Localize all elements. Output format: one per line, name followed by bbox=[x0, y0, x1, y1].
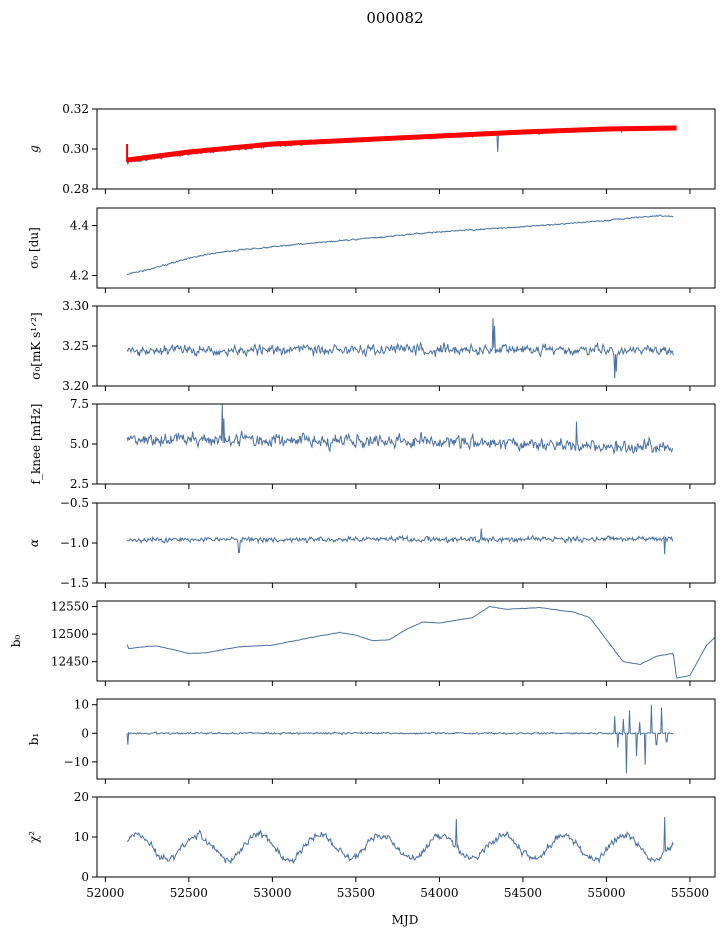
xtick-label-2: 53000 bbox=[253, 886, 291, 900]
panel-frame-g bbox=[96, 108, 716, 190]
ytick-label-fknee-1: 5.0 bbox=[70, 437, 89, 451]
panel-b1: −10 0 10 b₁ bbox=[27, 698, 716, 784]
ytick-label-alpha-2: −0.5 bbox=[60, 496, 89, 510]
series-line-b0 bbox=[126, 606, 715, 679]
ytick-label-b0-1: 12500 bbox=[51, 627, 89, 641]
series-line-sigma0_du bbox=[126, 214, 674, 276]
series-line-g bbox=[126, 126, 674, 166]
ytick-label-alpha-1: −1.0 bbox=[60, 536, 89, 550]
panels: 0.28 0.30 0.32 g 4.2 4.4 σ₀ [du] 3.20 3.25 3.30 σ₀… bbox=[9, 102, 716, 884]
ytick-label-b0-2: 12550 bbox=[51, 600, 89, 614]
ytick-label-b1-2: 10 bbox=[74, 698, 89, 712]
panel-chi2: 0 10 20 χ² bbox=[27, 790, 716, 884]
ylabel-alpha: α bbox=[27, 539, 41, 547]
panel-sigma0_du: 4.2 4.4 σ₀ [du] bbox=[27, 207, 716, 293]
panel-frame-b1 bbox=[96, 698, 716, 780]
series-line-b1 bbox=[126, 704, 674, 774]
panel-frame-sigma0_du bbox=[96, 207, 716, 289]
x-axis-label: MJD bbox=[392, 913, 419, 927]
panel-frame-chi2 bbox=[96, 796, 716, 878]
panel-sigma0_mk: 3.20 3.25 3.30 σ₀[mK s¹ᐟ²] bbox=[29, 299, 716, 393]
ytick-label-fknee-2: 7.5 bbox=[70, 397, 89, 411]
ylabel-fknee: f_knee [mHz] bbox=[29, 404, 43, 485]
ytick-label-sigma0_mk-1: 3.25 bbox=[62, 339, 89, 353]
xtick-label-7: 55500 bbox=[671, 886, 709, 900]
ytick-label-b0-0: 12450 bbox=[51, 655, 89, 669]
figure-title: 000082 bbox=[366, 9, 423, 27]
ytick-label-b1-1: 0 bbox=[81, 726, 89, 740]
ylabel-sigma0_du: σ₀ [du] bbox=[27, 227, 41, 269]
xtick-label-6: 55000 bbox=[587, 886, 625, 900]
panel-g: 0.28 0.30 0.32 g bbox=[27, 102, 716, 196]
ytick-label-sigma0_mk-0: 3.20 bbox=[62, 379, 89, 393]
x-axis: 52000 52500 53000 53500 54000 54500 55000 55500 bbox=[86, 886, 709, 900]
ylabel-b1: b₁ bbox=[27, 733, 41, 746]
series-line-sigma0_mk bbox=[126, 317, 674, 379]
ylabel-sigma0_mk: σ₀[mK s¹ᐟ²] bbox=[29, 312, 43, 379]
xtick-label-0: 52000 bbox=[86, 886, 124, 900]
ytick-label-g-1: 0.30 bbox=[62, 142, 89, 156]
xtick-label-1: 52500 bbox=[170, 886, 208, 900]
ytick-label-g-2: 0.32 bbox=[62, 102, 89, 116]
panel-frame-alpha bbox=[96, 502, 716, 584]
series-line-fknee bbox=[126, 404, 674, 456]
ytick-label-chi2-1: 10 bbox=[74, 830, 89, 844]
ytick-label-b1-0: −10 bbox=[64, 755, 89, 769]
ytick-label-fknee-0: 2.5 bbox=[70, 477, 89, 491]
ytick-label-alpha-0: −1.5 bbox=[60, 576, 89, 590]
panel-frame-b0 bbox=[96, 600, 716, 682]
xtick-label-5: 54500 bbox=[504, 886, 542, 900]
ytick-label-chi2-2: 20 bbox=[74, 790, 89, 804]
xtick-label-4: 54000 bbox=[420, 886, 458, 900]
fit-line-g bbox=[126, 125, 677, 163]
ytick-label-sigma0_du-0: 4.2 bbox=[70, 269, 89, 283]
xtick-label-3: 53500 bbox=[337, 886, 375, 900]
ytick-label-chi2-0: 0 bbox=[81, 870, 89, 884]
ylabel-chi2: χ² bbox=[27, 831, 41, 843]
ytick-label-sigma0_du-1: 4.4 bbox=[70, 219, 89, 233]
panel-alpha: −1.5 −1.0 −0.5 α bbox=[27, 496, 716, 590]
series-line-alpha bbox=[127, 528, 674, 555]
series-line-chi2 bbox=[126, 816, 674, 865]
ylabel-b0: b₀ bbox=[9, 635, 23, 648]
panel-b0: 12450 12500 12550 b₀ bbox=[9, 600, 716, 686]
ylabel-g: g bbox=[27, 145, 41, 153]
panel-fknee: 2.5 5.0 7.5 f_knee [mHz] bbox=[29, 397, 716, 491]
ytick-label-sigma0_mk-2: 3.30 bbox=[62, 299, 89, 313]
ytick-label-g-0: 0.28 bbox=[62, 182, 89, 196]
